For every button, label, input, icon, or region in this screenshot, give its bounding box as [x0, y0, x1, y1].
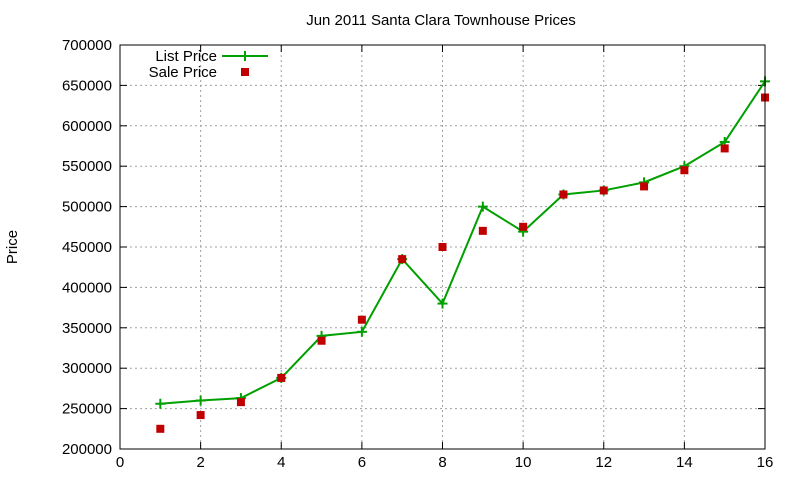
legend-label-sale-price: Sale Price [149, 64, 217, 81]
x-tick-label: 12 [595, 454, 612, 471]
sale-price-point [196, 411, 205, 420]
y-tick-label: 550000 [62, 158, 112, 175]
plot-frame [119, 44, 766, 450]
y-tick-label: 200000 [62, 441, 112, 458]
sale-price-point [317, 336, 326, 345]
y-tick-label: 650000 [62, 77, 112, 94]
list-price-point [477, 201, 488, 212]
sale-price-point [720, 144, 729, 153]
chart-title: Jun 2011 Santa Clara Townhouse Prices [306, 12, 576, 29]
y-tick-label: 600000 [62, 118, 112, 135]
plot-area [155, 76, 770, 433]
legend-label-list-price: List Price [155, 48, 217, 65]
sale-price-point [236, 398, 245, 407]
y-tick-label: 700000 [62, 37, 112, 54]
sale-price-point [599, 186, 608, 195]
list-price-line [160, 80, 766, 405]
x-tick-label: 2 [196, 454, 204, 471]
list-price-point [356, 326, 367, 337]
list-price-point [437, 298, 448, 309]
x-tick-label: 6 [358, 454, 366, 471]
list-price-point [155, 398, 166, 409]
sale-price-point [277, 373, 286, 382]
sale-price-point [357, 315, 366, 324]
y-tick-label: 450000 [62, 239, 112, 256]
sale-price-point [559, 190, 568, 199]
y-tick-label: 400000 [62, 279, 112, 296]
sale-price-point [438, 243, 447, 251]
sale-price-point [478, 226, 487, 235]
sale-price-point [156, 424, 165, 433]
x-tick-label: 10 [515, 454, 532, 471]
y-tick-label: 250000 [62, 401, 112, 418]
y-axis-label: Price [4, 230, 21, 264]
sale-price-point [680, 166, 689, 175]
y-tick-label: 300000 [62, 360, 112, 377]
x-tick-label: 4 [277, 454, 285, 471]
x-tick-label: 8 [438, 454, 446, 471]
x-tick-label: 0 [116, 454, 124, 471]
x-tick-label: 16 [757, 454, 774, 471]
y-tick-label: 350000 [62, 320, 112, 337]
list-price-point [195, 395, 206, 406]
sale-price-point [398, 255, 407, 264]
sale-price-point [519, 222, 528, 231]
x-tick-label: 14 [676, 454, 693, 471]
legend-marker-list-price [240, 51, 250, 61]
legend-marker-sale-price [241, 68, 249, 76]
y-tick-label: 500000 [62, 199, 112, 216]
y-axis: 200000 250000 300000 350000 400000 450000 5000… [62, 37, 765, 458]
x-axis: 0 2 4 6 8 10 12 14 16 [116, 45, 774, 471]
sale-price-point [640, 182, 649, 191]
